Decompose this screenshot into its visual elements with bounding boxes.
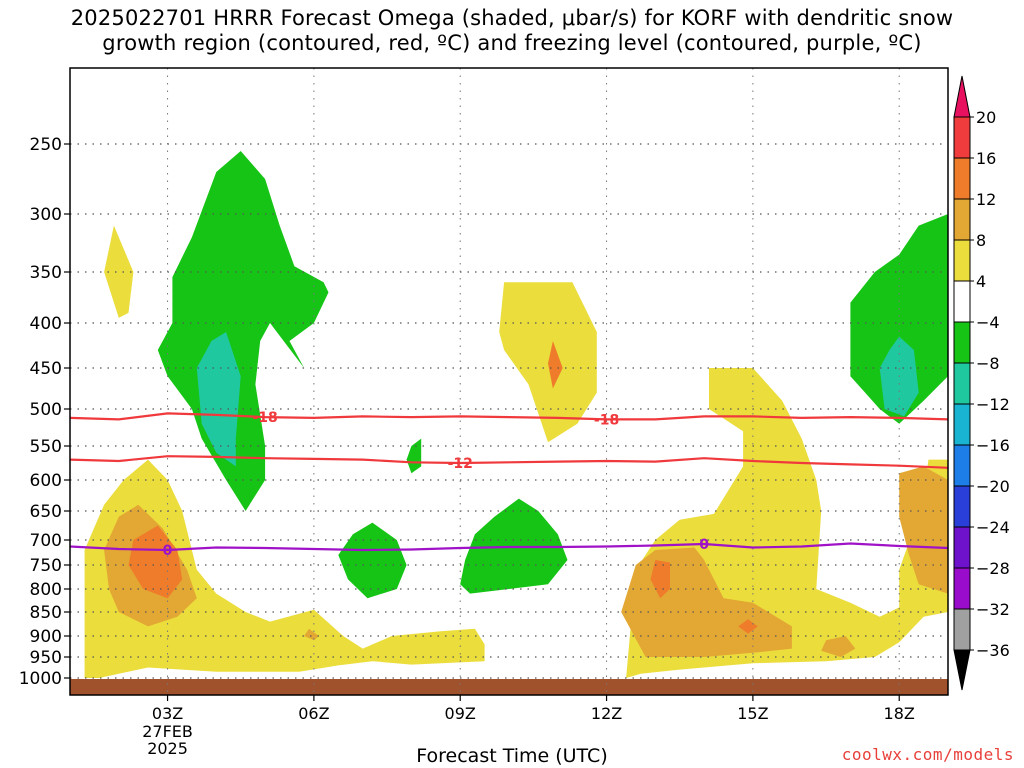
y-tick-label-450: 450 (30, 359, 62, 379)
omega-region-12-9 (128, 525, 183, 599)
y-tick-label-800: 800 (30, 580, 62, 600)
contour-label-0-1: 0 (699, 537, 709, 553)
omega-region-8-5 (304, 628, 319, 641)
y-tick-label-900: 900 (30, 627, 62, 647)
plot-border (69, 67, 949, 696)
colorbar-box-0 (953, 116, 971, 159)
x-tick-label-12Z: 12Z (591, 704, 622, 723)
contour-line--18 (70, 412, 948, 421)
x-tick-label-09Z: 09Z (445, 704, 476, 723)
omega-region-neg8-18 (196, 332, 241, 467)
colorbar-box-11 (953, 567, 971, 610)
colorbar-label-8: −16 (976, 436, 1010, 455)
colorbar-box-7 (953, 403, 971, 446)
contour-label--18-0: -18 (252, 410, 277, 426)
colorbar-box-8 (953, 444, 971, 487)
colorbar-label-1: 16 (976, 149, 996, 168)
colorbar-label-3: 8 (976, 231, 986, 250)
colorbar-box-1 (953, 157, 971, 200)
colorbar-label-2: 12 (976, 190, 996, 209)
y-tick-label-950: 950 (30, 648, 62, 668)
y-tick-label-300: 300 (30, 205, 62, 225)
y-tick-label-350: 350 (30, 263, 62, 283)
credit-text[interactable]: coolwx.com/models (841, 745, 1014, 764)
colorbar-label-13: −36 (976, 641, 1010, 660)
colorbar-label-7: −12 (976, 395, 1010, 414)
y-axis: 250 300 350 400 450 500 550 600 650 700 750 800 850 9… (19, 135, 70, 689)
omega-region-neg4-17 (850, 214, 948, 424)
y-tick-label-250: 250 (30, 135, 62, 155)
colorbar-box-5 (953, 321, 971, 364)
y-tick-label-1000: 1000 (19, 669, 62, 689)
colorbar-label-5: −4 (976, 313, 1000, 332)
y-tick-label-400: 400 (30, 314, 62, 334)
colorbar-box-4 (953, 280, 971, 323)
omega-shading (84, 151, 948, 678)
colorbar-label-4: 4 (976, 272, 986, 291)
omega-region-neg4-13 (157, 151, 329, 511)
ground-strip (70, 679, 948, 695)
omega-region-4-0 (84, 459, 485, 678)
colorbar-bottom-arrow (953, 649, 971, 691)
chart-title-line1: 2025022701 HRRR Forecast Omega (shaded, … (70, 6, 954, 30)
ground-layer (70, 679, 948, 695)
colorbar-box-10 (953, 526, 971, 569)
omega-region-4-1 (104, 225, 134, 318)
contour-label--12-0: -12 (448, 456, 473, 472)
colorbar-label-12: −32 (976, 600, 1010, 619)
chart-title-line2: growth region (contoured, red, ºC) and f… (102, 31, 922, 55)
chart-title: 2025022701 HRRR Forecast Omega (shaded, … (0, 6, 1024, 56)
omega-region-8-7 (821, 636, 856, 657)
colorbar-label-0: 20 (976, 108, 996, 127)
contour-line--12 (70, 455, 948, 469)
x-axis-label: Forecast Time (UTC) (416, 745, 608, 767)
y-tick-label-500: 500 (30, 400, 62, 420)
y-tick-label-700: 700 (30, 531, 62, 551)
contour-label--18-1: -18 (594, 412, 619, 428)
plot-frame (69, 67, 949, 696)
colorbar-box-2 (953, 198, 971, 241)
contour-lines: -18 -18 -12 0 0 (70, 410, 948, 559)
omega-region-12-12 (548, 341, 563, 389)
colorbar-label-11: −28 (976, 559, 1010, 578)
x-tick-label-18Z: 18Z (884, 704, 915, 723)
x-date-label-1: 2025 (147, 739, 188, 758)
omega-region-4-2 (499, 282, 597, 443)
colorbar-label-10: −24 (976, 518, 1010, 537)
colorbar-box-6 (953, 362, 971, 405)
colorbar-label-6: −8 (976, 354, 1000, 373)
x-date-label-0: 27FEB (142, 722, 193, 741)
contour-label-0-0: 0 (163, 543, 173, 559)
y-tick-label-650: 650 (30, 502, 62, 522)
x-tick-label-06Z: 06Z (298, 704, 329, 723)
y-tick-label-600: 600 (30, 471, 62, 491)
y-tick-label-550: 550 (30, 437, 62, 457)
y-tick-label-750: 750 (30, 556, 62, 576)
omega-region-neg4-15 (338, 522, 407, 599)
omega-region-neg4-14 (406, 438, 422, 474)
colorbar-top-arrow (953, 75, 971, 118)
colorbar-label-9: −20 (976, 477, 1010, 496)
colorbar-box-3 (953, 239, 971, 282)
x-tick-label-15Z: 15Z (737, 704, 768, 723)
contour-line-0 (70, 542, 948, 552)
omega-region-12-11 (738, 619, 758, 634)
omega-region-8-8 (899, 466, 948, 594)
colorbar-box-12 (953, 608, 971, 651)
x-tick-label-03Z: 03Z (152, 704, 183, 723)
colorbar: 20 16 12 8 4 −4 −8 −12 −16 −20 −24 −28 −32 −36 (953, 75, 1010, 691)
y-tick-label-850: 850 (30, 603, 62, 623)
colorbar-box-9 (953, 485, 971, 528)
